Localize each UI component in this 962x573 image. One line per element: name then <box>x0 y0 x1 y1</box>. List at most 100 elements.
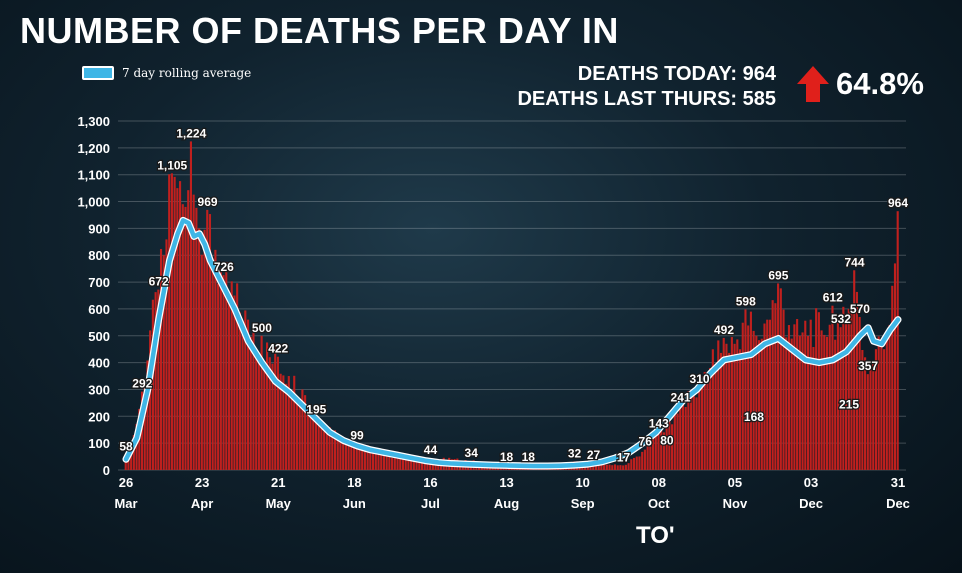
bar <box>608 464 611 470</box>
x-tick-day: 05 <box>728 475 742 490</box>
bar <box>888 325 891 470</box>
bar <box>842 306 845 470</box>
bar <box>676 413 679 470</box>
x-tick-month: Dec <box>799 496 823 511</box>
bar <box>717 340 720 470</box>
bar <box>883 349 886 470</box>
bar <box>698 386 701 470</box>
bar <box>709 367 712 470</box>
bar <box>312 416 315 470</box>
bar <box>154 292 157 470</box>
bar <box>635 456 638 470</box>
bar <box>695 397 698 470</box>
bar <box>320 427 323 470</box>
bar <box>660 426 663 470</box>
bar <box>255 348 258 470</box>
bar <box>366 445 369 470</box>
bar <box>214 249 217 470</box>
data-label: 532 <box>831 312 851 326</box>
bar <box>768 319 771 470</box>
bar <box>700 376 704 470</box>
bar <box>282 375 285 470</box>
bar <box>891 285 894 470</box>
bar <box>192 194 195 470</box>
bar <box>741 322 744 470</box>
bar <box>149 330 152 470</box>
data-label: 44 <box>424 443 438 457</box>
data-label: 598 <box>736 294 756 308</box>
bar <box>796 319 799 470</box>
bar <box>157 289 160 470</box>
bar <box>372 452 375 470</box>
bar <box>179 181 182 470</box>
bar <box>333 430 337 470</box>
bar <box>263 361 266 470</box>
x-tick-month: Sep <box>571 496 595 511</box>
bar <box>415 458 418 470</box>
bar <box>673 414 676 470</box>
bar <box>722 337 725 470</box>
bar <box>654 434 657 470</box>
x-tick-month: Nov <box>723 496 748 511</box>
bar <box>793 324 796 470</box>
bar <box>706 372 709 470</box>
y-tick-label: 200 <box>88 409 110 424</box>
bar <box>276 356 279 470</box>
data-label: 492 <box>714 323 734 337</box>
bar <box>217 283 220 470</box>
deaths-today: DEATHS TODAY: 964 <box>577 63 776 85</box>
legend-swatch <box>82 66 114 80</box>
bar <box>410 457 413 470</box>
data-label: 500 <box>252 321 272 335</box>
bar <box>380 451 383 470</box>
bar <box>646 446 649 470</box>
bar <box>227 292 231 470</box>
bar <box>347 444 350 470</box>
bar <box>143 384 146 470</box>
bar <box>274 347 277 470</box>
x-tick-month: Mar <box>114 496 137 511</box>
bar <box>176 188 179 470</box>
bar <box>331 434 334 470</box>
y-tick-label: 1,000 <box>77 195 110 210</box>
bar <box>159 248 163 470</box>
x-tick-month: Dec <box>886 496 910 511</box>
bar <box>651 435 655 470</box>
bar <box>187 190 190 470</box>
bar <box>665 425 668 470</box>
x-tick-month: Jun <box>343 496 366 511</box>
bar <box>238 312 241 470</box>
bar <box>279 373 282 470</box>
footer-text: TO' <box>636 522 675 549</box>
bar <box>714 372 717 470</box>
bar <box>344 440 347 470</box>
bar <box>418 457 421 470</box>
bar <box>317 420 320 470</box>
up-arrow-icon <box>797 66 829 102</box>
bar <box>785 337 788 470</box>
bar <box>146 360 149 470</box>
x-tick-day: 18 <box>347 475 361 490</box>
bar <box>779 288 782 470</box>
data-label: 612 <box>823 291 843 305</box>
bar <box>423 459 426 470</box>
y-tick-label: 1,100 <box>77 168 110 183</box>
bar <box>206 209 209 470</box>
bars <box>124 141 899 471</box>
x-axis-ticks: 26 Mar 23 Apr 21 May 18 Jun 16 Jul 13 Aug 10 Sep 08 Oct… <box>114 475 909 511</box>
bar <box>869 368 872 470</box>
bar <box>249 336 252 470</box>
y-tick-label: 0 <box>103 463 110 478</box>
bar <box>872 361 875 470</box>
bar <box>382 453 385 470</box>
bar <box>181 204 184 470</box>
bar <box>230 281 233 470</box>
bar <box>287 376 290 470</box>
bar <box>804 320 807 470</box>
bar <box>641 451 644 470</box>
bar <box>643 449 646 470</box>
bar <box>624 464 627 470</box>
bar <box>836 319 839 470</box>
data-label: 357 <box>858 359 878 373</box>
bar <box>132 435 135 470</box>
